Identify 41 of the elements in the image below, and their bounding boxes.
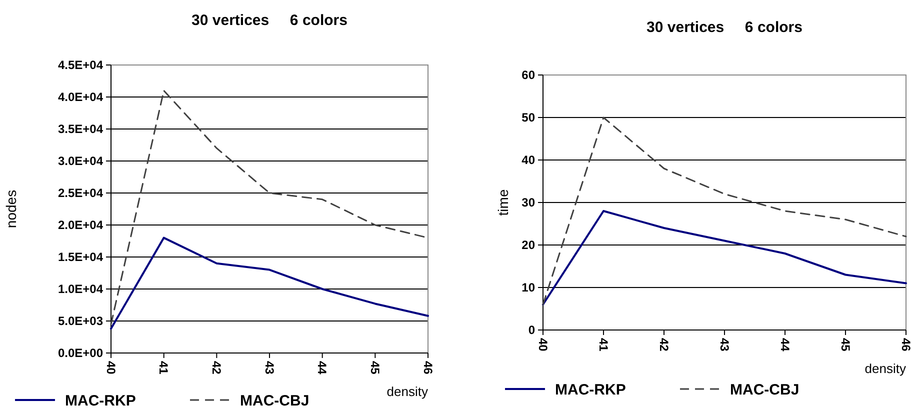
x-tick-label: 45 <box>368 361 382 375</box>
y-tick-label: 3.0E+04 <box>58 154 104 168</box>
y-tick-label: 40 <box>522 153 536 168</box>
y-tick-label: 1.5E+04 <box>58 250 104 264</box>
x-tick-label: 46 <box>898 338 911 352</box>
y-tick-label: 2.5E+04 <box>58 186 104 200</box>
y-tick-label: 60 <box>522 68 536 82</box>
x-tick-label: 45 <box>838 338 852 352</box>
x-axis-title: density <box>386 384 428 399</box>
y-tick-label: 3.5E+04 <box>58 122 104 136</box>
y-tick-label: 10 <box>522 280 536 295</box>
x-tick-label: 44 <box>315 361 330 375</box>
x-axis-title: density <box>864 361 906 376</box>
x-tick-label: 43 <box>717 338 732 352</box>
y-tick-label: 4.0E+04 <box>58 90 104 104</box>
chart-title: 30 vertices 6 colors <box>192 12 348 29</box>
y-tick-label: 4.5E+04 <box>58 58 104 72</box>
y-tick-label: 20 <box>522 238 536 252</box>
y-tick-label: 1.0E+04 <box>58 282 104 296</box>
x-tick-label: 44 <box>778 338 792 352</box>
x-tick-label: 43 <box>262 361 276 375</box>
x-tick-label: 40 <box>104 361 118 375</box>
y-axis-title: nodes <box>3 190 19 228</box>
x-tick-label: 41 <box>156 361 171 375</box>
legend-label: MAC-RKP <box>65 392 136 410</box>
y-tick-label: 2.0E+04 <box>58 218 104 232</box>
y-tick-label: 30 <box>522 196 536 210</box>
y-tick-label: 0 <box>528 323 536 338</box>
x-tick-label: 42 <box>209 361 224 375</box>
legend-label: MAC-CBJ <box>730 381 800 398</box>
y-tick-label: 5.0E+03 <box>58 314 104 328</box>
y-tick-label: 50 <box>522 110 536 125</box>
legend-label: MAC-CBJ <box>240 392 310 410</box>
x-tick-label: 46 <box>420 361 435 375</box>
chart-title: 30 vertices 6 colors <box>646 19 802 36</box>
x-tick-label: 41 <box>596 338 610 352</box>
legend-label: MAC-RKP <box>555 381 626 398</box>
y-tick-label: 0.0E+00 <box>58 346 104 360</box>
y-axis-title: time <box>495 189 511 216</box>
x-tick-label: 40 <box>536 338 550 352</box>
x-tick-label: 42 <box>656 338 671 352</box>
